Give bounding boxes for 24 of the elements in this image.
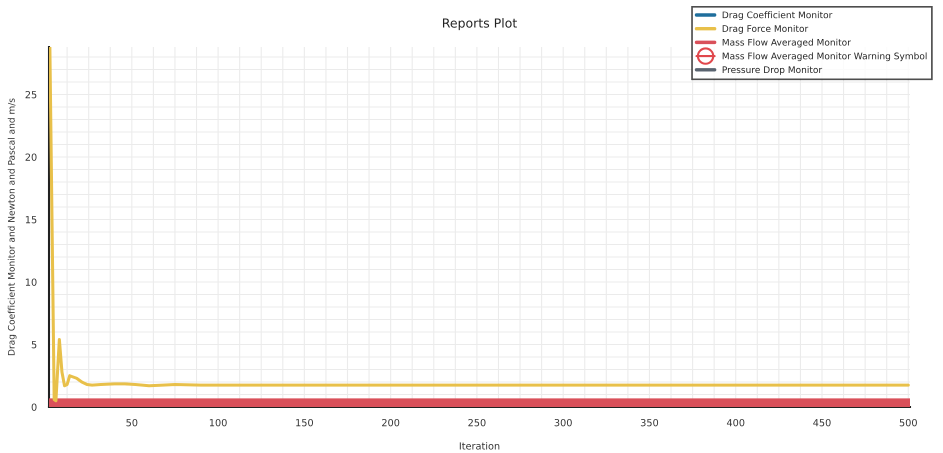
chart-title: Reports Plot	[442, 18, 517, 30]
legend-label: Drag Coefficient Monitor	[722, 11, 832, 20]
x-tick-label: 350	[640, 418, 658, 426]
x-tick-label: 500	[900, 418, 917, 426]
x-axis-title: Iteration	[460, 442, 500, 450]
legend-label: Mass Flow Averaged Monitor Warning Symbol	[722, 52, 927, 62]
y-tick-label: 20	[26, 153, 37, 161]
y-tick-label: 10	[26, 278, 37, 286]
x-tick-label: 50	[126, 418, 138, 426]
x-tick-label: 150	[296, 418, 313, 426]
y-tick-label: 0	[32, 403, 37, 411]
x-tick-label: 100	[210, 418, 227, 426]
legend-label: Pressure Drop Monitor	[722, 66, 822, 75]
x-tick-label: 300	[554, 418, 572, 426]
y-tick-label: 15	[26, 216, 36, 224]
y-tick-label: 25	[26, 90, 36, 98]
legend-label: Drag Force Monitor	[722, 24, 808, 34]
y-axis-title: Drag Coefficient Monitor and Newton and Pascal and m/s	[8, 98, 16, 356]
y-tick-label: 5	[32, 341, 36, 348]
x-tick-label: 400	[726, 418, 744, 426]
x-tick-label: 200	[382, 418, 400, 426]
x-tick-label: 250	[468, 418, 486, 426]
legend-label: Mass Flow Averaged Monitor	[722, 38, 851, 48]
x-tick-label: 450	[813, 418, 831, 426]
